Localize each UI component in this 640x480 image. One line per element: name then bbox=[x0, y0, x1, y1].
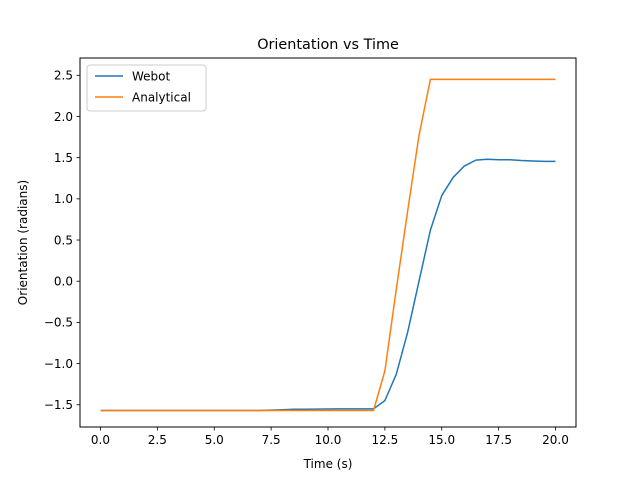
plot-lines bbox=[100, 78, 556, 412]
x-tick-label: 5.0 bbox=[205, 433, 224, 447]
x-tick-label: 0.0 bbox=[91, 433, 110, 447]
y-tick-label: −0.5 bbox=[44, 316, 73, 330]
y-tick-label: 0.5 bbox=[54, 233, 73, 247]
x-ticks: 0.0 2.5 5.0 7.5 10.0 12.5 15.0 17.5 20.0 bbox=[91, 427, 569, 447]
x-tick-label: 10.0 bbox=[315, 433, 342, 447]
y-tick-label: −1.5 bbox=[44, 398, 73, 412]
x-axis-label: Time (s) bbox=[303, 457, 353, 471]
x-tick-label: 7.5 bbox=[262, 433, 281, 447]
y-tick-label: −1.0 bbox=[44, 357, 73, 371]
y-ticks: −1.5 −1.0 −0.5 0.0 0.5 1.0 1.5 2.0 2.5 bbox=[44, 69, 80, 412]
y-tick-label: 2.0 bbox=[54, 110, 73, 124]
x-tick-label: 20.0 bbox=[542, 433, 569, 447]
y-axis-label: Orientation (radians) bbox=[16, 180, 30, 305]
legend-label-webot: Webot bbox=[132, 70, 171, 84]
y-tick-label: 1.5 bbox=[54, 151, 73, 165]
x-tick-label: 2.5 bbox=[148, 433, 167, 447]
y-tick-label: 2.5 bbox=[54, 69, 73, 83]
series-line-analytical bbox=[100, 78, 556, 412]
x-tick-label: 12.5 bbox=[372, 433, 399, 447]
x-tick-label: 17.5 bbox=[485, 433, 512, 447]
y-tick-label: 0.0 bbox=[54, 275, 73, 289]
y-tick-label: 1.0 bbox=[54, 192, 73, 206]
legend: Webot Analytical bbox=[86, 64, 207, 112]
legend-label-analytical: Analytical bbox=[132, 91, 191, 105]
x-tick-label: 15.0 bbox=[428, 433, 455, 447]
chart-title: Orientation vs Time bbox=[257, 37, 399, 53]
